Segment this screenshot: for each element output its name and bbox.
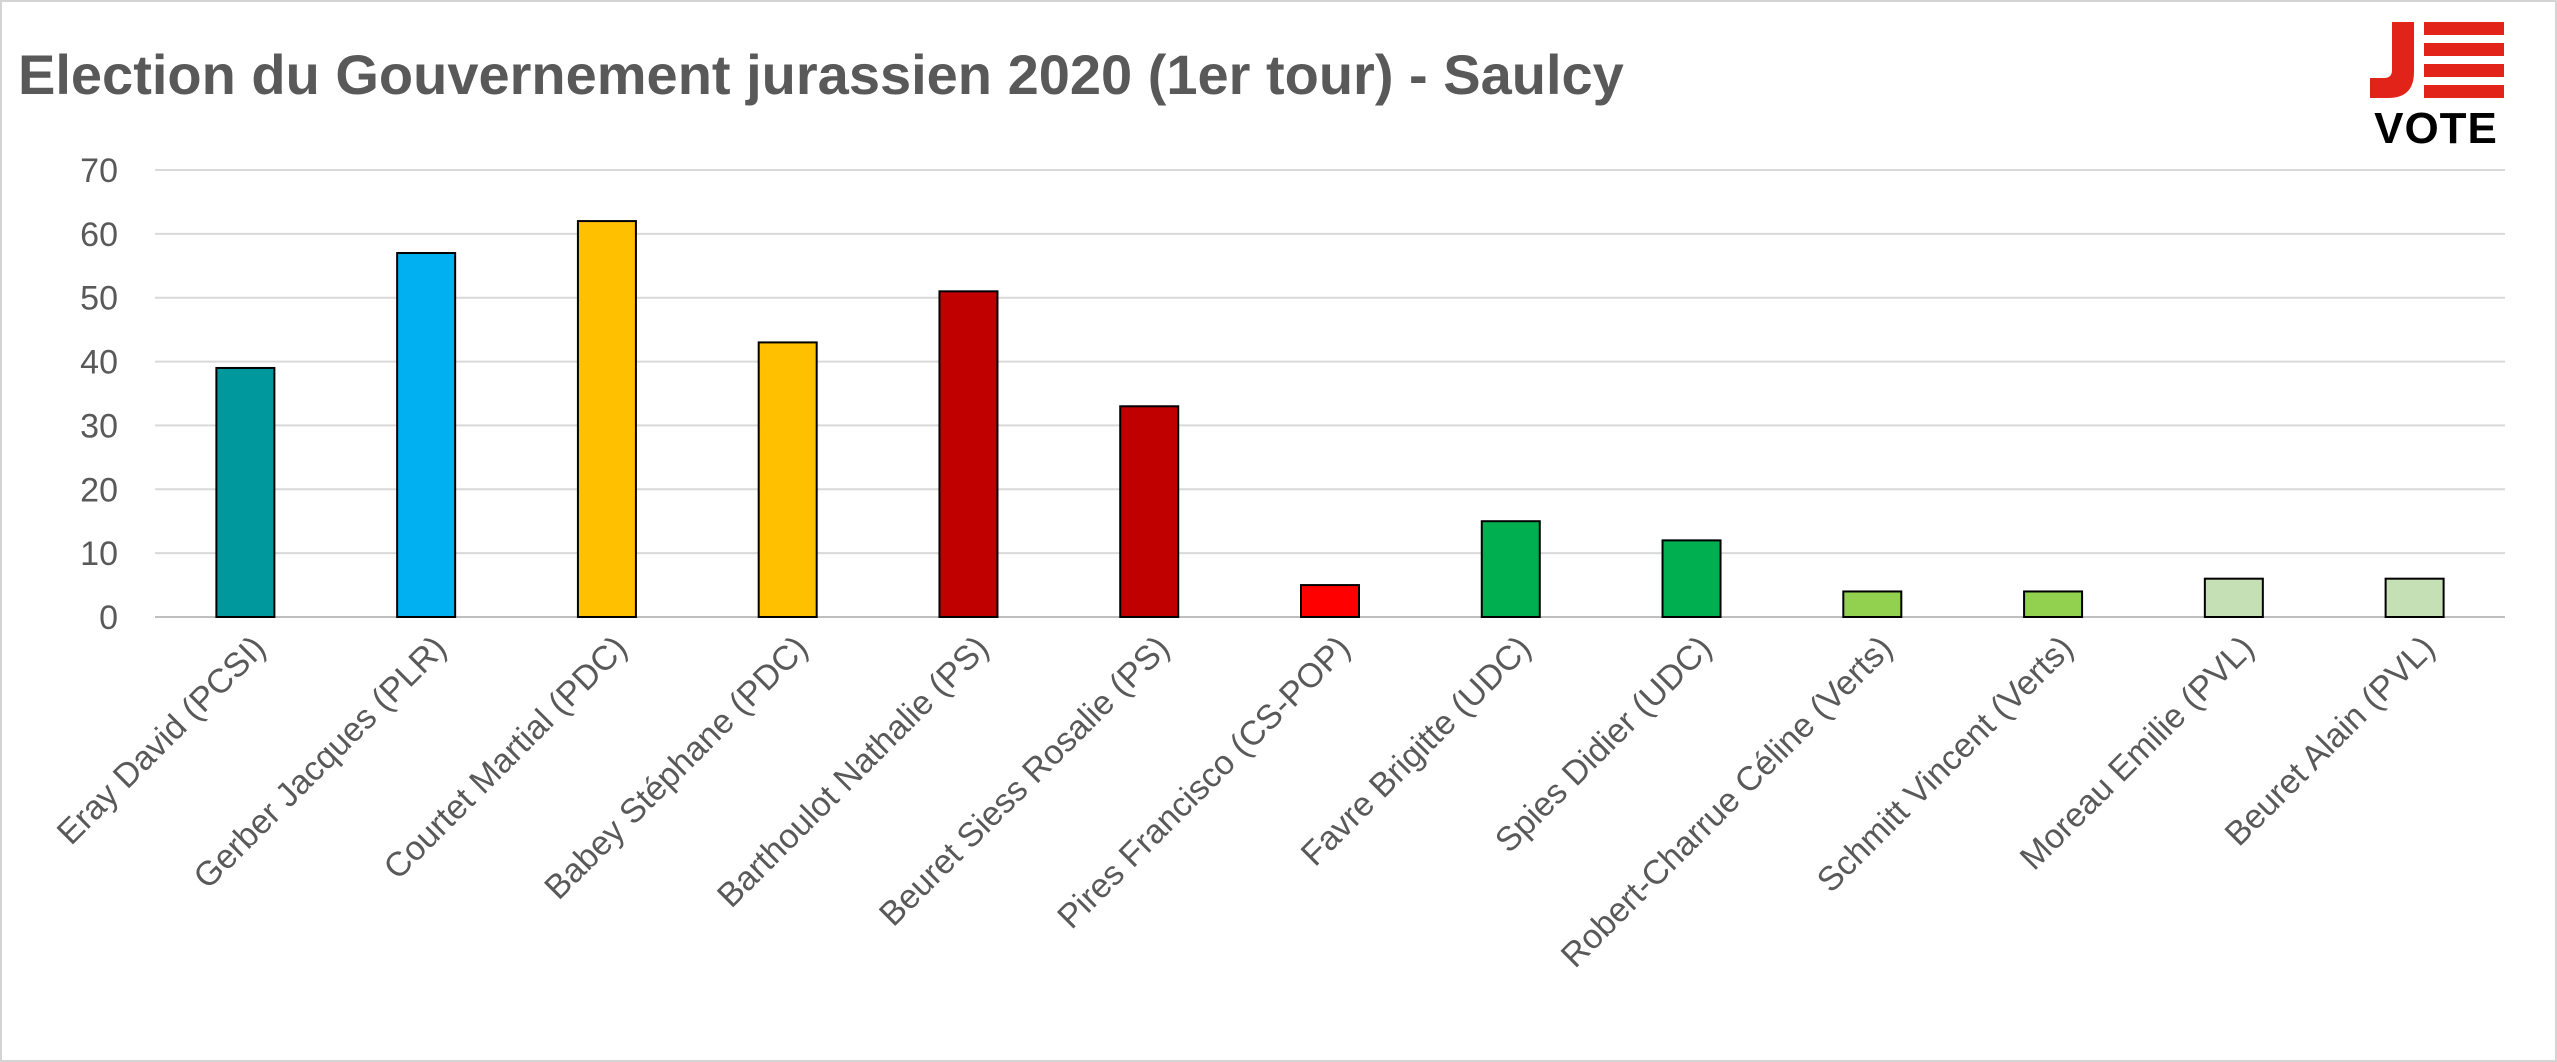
x-category-label: Robert-Charrue Céline (Verts): [1554, 629, 1900, 975]
bar: [938, 290, 999, 618]
x-category-label: Pires Francisco (CS-POP): [1050, 629, 1357, 936]
bar: [215, 366, 276, 619]
chart-title: Election du Gouvernement jurassien 2020 …: [18, 43, 1624, 106]
y-tick-label: 20: [80, 471, 118, 509]
y-tick-label: 40: [80, 344, 118, 382]
bar: [1842, 590, 1903, 619]
y-axis-ticks: 0 10 20 30 40 50 60 70: [80, 152, 118, 637]
y-tick-label: 0: [99, 599, 118, 637]
je-logo-mark: [2370, 22, 2504, 98]
bars: [215, 220, 2445, 619]
x-axis-labels: Eray David (PCSI)Gerber Jacques (PLR)Cou…: [50, 629, 2442, 975]
y-tick-label: 30: [80, 407, 118, 445]
y-tick-label: 70: [80, 152, 118, 190]
bar: [2203, 577, 2264, 619]
bar: [2384, 577, 2445, 619]
bar: [396, 252, 457, 618]
x-category-label: Beuret Siess Rosalie (PS): [872, 629, 1177, 934]
je-vote-logo: VOTE: [2368, 22, 2508, 153]
y-tick-label: 50: [80, 280, 118, 318]
bar: [1119, 405, 1180, 618]
bar: [1480, 520, 1541, 619]
bar: [2023, 590, 2084, 619]
bar: [576, 220, 637, 618]
bar: [757, 341, 818, 618]
logo-text: VOTE: [2374, 104, 2498, 153]
bar: [1300, 584, 1360, 618]
gridlines: [155, 169, 2505, 618]
y-tick-label: 60: [80, 216, 118, 254]
bar: [1661, 539, 1722, 618]
y-tick-label: 10: [80, 535, 118, 573]
